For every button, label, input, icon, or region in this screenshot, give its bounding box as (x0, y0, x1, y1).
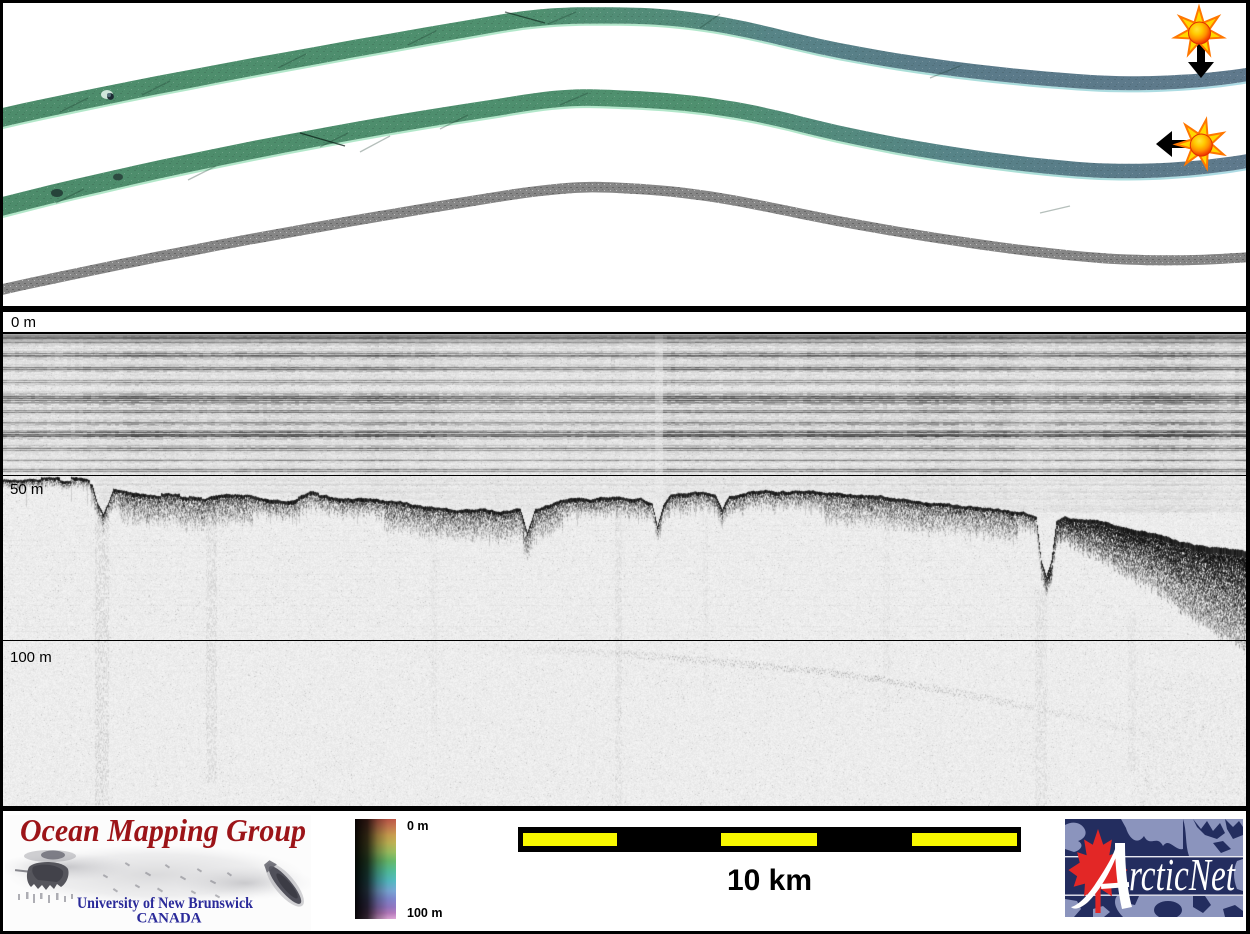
svg-text:University of New Brunswick: University of New Brunswick (77, 895, 253, 912)
svg-text:CANADA: CANADA (137, 911, 202, 927)
svg-text:rcticNet: rcticNet (1129, 849, 1236, 900)
svg-text:Ocean Mapping Group: Ocean Mapping Group (20, 815, 306, 848)
